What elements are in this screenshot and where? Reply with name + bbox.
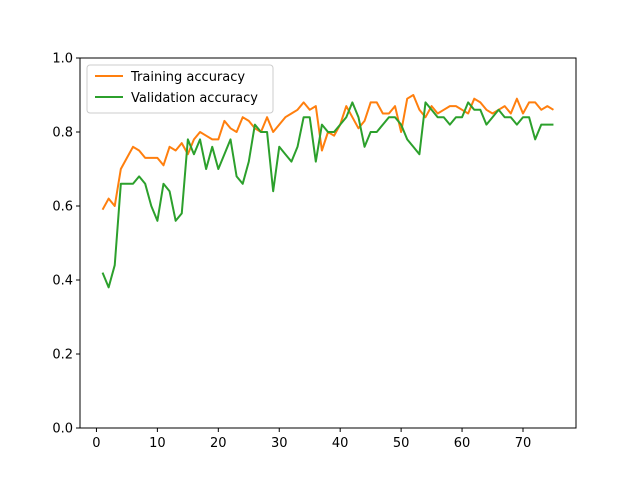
legend: Training accuracy Validation accuracy [86,64,274,114]
legend-box [86,64,274,114]
series-line-validation-accuracy [101,101,554,289]
axes-layer [79,57,577,429]
y-axis-ticks: 0.0 0.2 0.4 0.6 0.8 1.0 [52,52,80,437]
x-tick-label: 10 [149,436,166,451]
x-tick-label: 20 [210,436,227,451]
x-axis-ticks: 0 10 20 30 40 50 60 70 [92,428,531,451]
plot-frame [79,57,577,429]
x-tick-label: 30 [271,436,288,451]
x-tick-label: 50 [393,436,410,451]
x-tick-label: 70 [515,436,532,451]
y-tick-label: 0.4 [52,274,73,289]
x-tick-label: 0 [92,436,100,451]
y-tick-label: 0.0 [52,422,73,437]
y-tick-label: 1.0 [52,52,73,67]
plot-area [80,58,576,428]
x-tick-label: 40 [332,436,349,451]
y-tick-label: 0.2 [52,348,73,363]
series-layer [101,94,554,289]
legend-label-training: Training accuracy [130,70,245,85]
y-tick-label: 0.6 [52,200,73,215]
legend-label-validation: Validation accuracy [131,91,258,106]
y-tick-label: 0.8 [52,126,73,141]
x-tick-label: 60 [454,436,471,451]
